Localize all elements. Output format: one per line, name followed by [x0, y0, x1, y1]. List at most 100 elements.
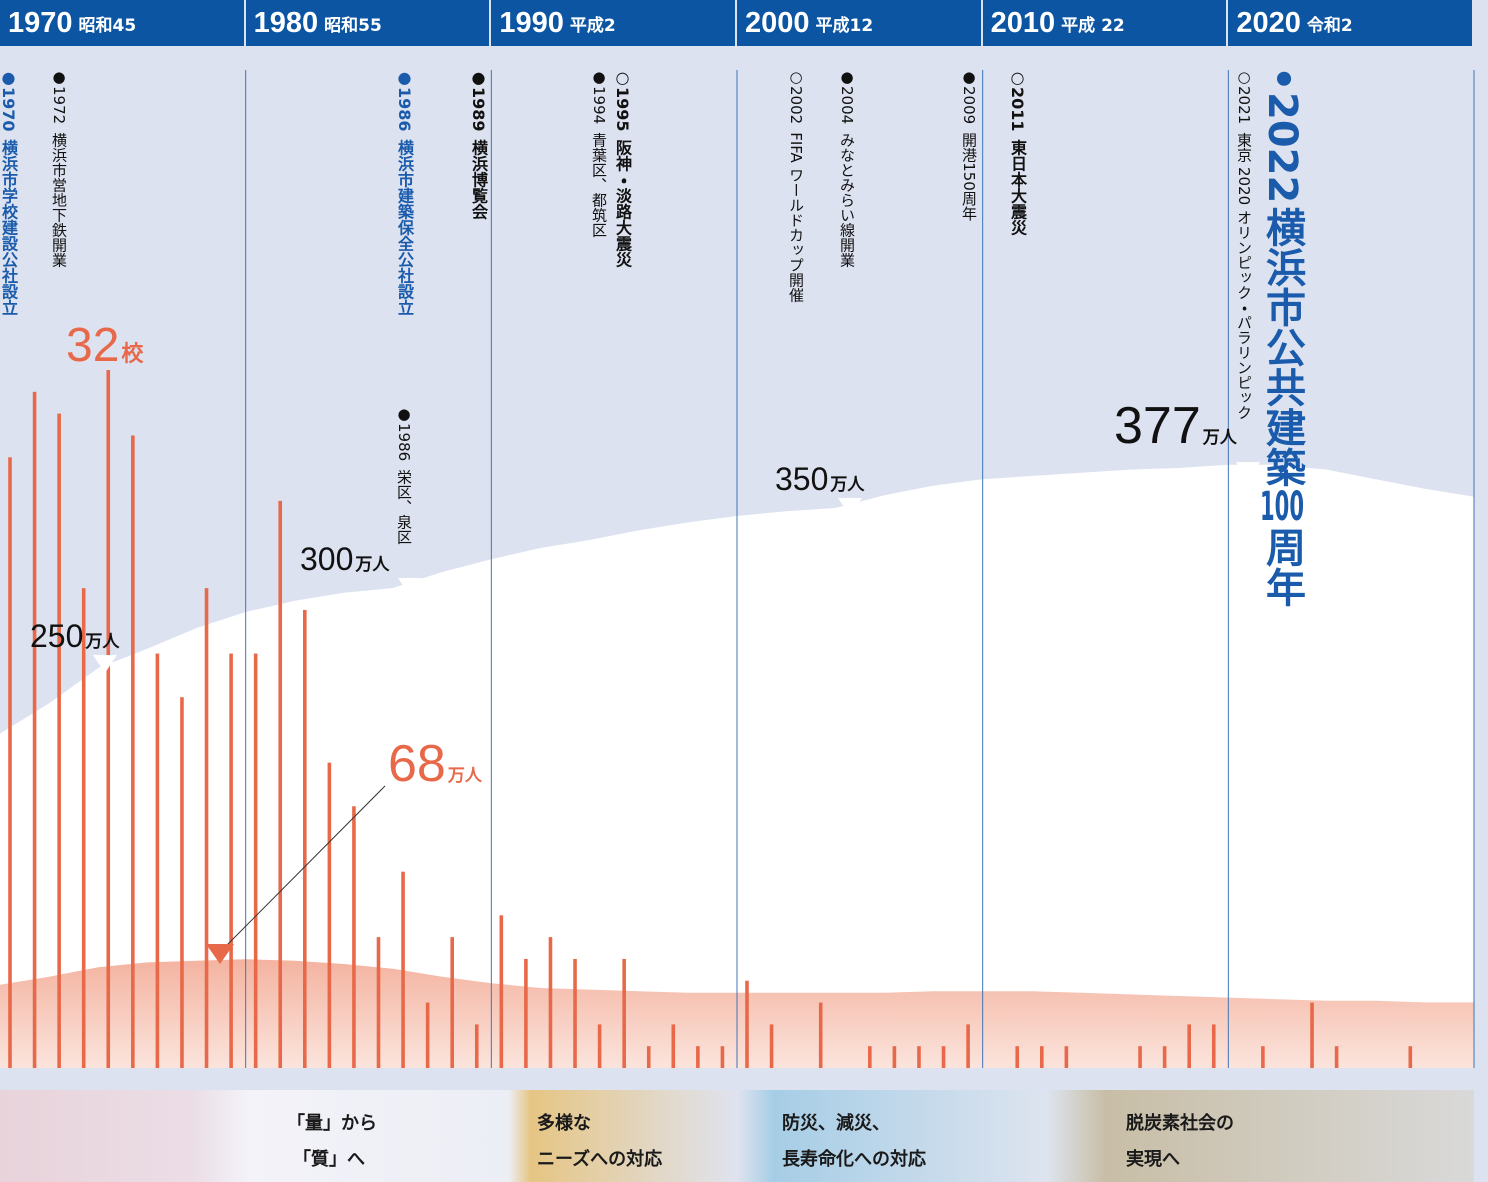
annotation-unit: 万人 — [1202, 428, 1237, 448]
bar — [646, 1046, 651, 1068]
arrow-head — [206, 944, 234, 964]
annotation-unit: 万人 — [830, 475, 865, 495]
bar — [1015, 1046, 1020, 1068]
event-text: みなとみらい線開業 — [838, 132, 856, 268]
event-mark: ● — [838, 68, 856, 86]
bar — [106, 370, 111, 1068]
event: ●1986 栄区、泉区 — [395, 405, 413, 544]
phase: 多様な ニーズへの対応 — [537, 1106, 662, 1178]
event-year: 2021 — [1235, 86, 1253, 125]
event-mark: ● — [960, 68, 978, 86]
era-label: 平成 22 — [1061, 15, 1125, 36]
bar — [720, 1046, 725, 1068]
event-text: 横浜市営地下鉄開業 — [50, 132, 68, 268]
bar — [1211, 1024, 1216, 1068]
phase: 脱炭素社会の 実現へ — [1126, 1106, 1234, 1178]
bar — [474, 1024, 479, 1068]
phase-line: 実現へ — [1126, 1149, 1180, 1170]
decade-label: 1970 — [8, 6, 73, 39]
annotation-number: 300 — [300, 541, 354, 577]
event-year: 2022 — [1259, 91, 1305, 203]
annotation-number: 250 — [30, 618, 84, 654]
bar — [204, 588, 209, 1068]
bar — [868, 1046, 872, 1068]
bar — [745, 980, 749, 1068]
event-mark: ● — [0, 68, 18, 87]
decade-label: 2010 — [990, 6, 1056, 39]
bar — [450, 937, 454, 1068]
event-text: 周年 — [1259, 526, 1305, 607]
bar — [818, 1002, 823, 1068]
bar — [696, 1046, 700, 1068]
event: ●2009 開港150周年 — [960, 68, 978, 221]
event-year: 1986 — [395, 423, 413, 462]
event: ○2011 東日本大震災 — [1008, 68, 1027, 236]
phase-line: ニーズへの対応 — [537, 1149, 663, 1170]
bar — [622, 958, 626, 1068]
bar — [548, 937, 553, 1068]
decade-header: 1970 昭和45 — [0, 0, 244, 46]
decade-label: 1980 — [253, 6, 319, 39]
bar — [278, 500, 283, 1068]
bar — [401, 871, 405, 1068]
event: •2022横浜市公共建築100周年 — [1259, 66, 1305, 607]
event-year: 2002 — [787, 86, 805, 125]
bar — [327, 762, 332, 1068]
decade-label: 1990 — [499, 6, 564, 39]
annotation: 32校 — [66, 322, 143, 370]
event-mark: ● — [395, 405, 413, 423]
bar — [32, 391, 37, 1068]
event: ●1970 横浜市学校建設公社設立 — [0, 68, 18, 316]
phase-line: 防災、減災、 — [782, 1113, 890, 1134]
decade-header: 1990 平成2 — [491, 0, 735, 46]
event: ●1989 横浜博覧会 — [469, 68, 488, 220]
event-text: FIFA ワールドカップ開催 — [787, 132, 805, 303]
phase-band — [0, 1090, 1474, 1182]
bar — [499, 915, 504, 1068]
annotation: 300 万人 — [300, 543, 389, 575]
event: ●1986 横浜市建築保全公社設立 — [395, 68, 414, 316]
bar — [573, 958, 577, 1068]
bar — [1064, 1046, 1069, 1068]
annotation: 377 万人 — [1114, 400, 1237, 452]
bar — [1261, 1046, 1265, 1068]
bar — [917, 1046, 921, 1068]
bar — [1310, 1002, 1314, 1068]
phase: 防災、減災、 長寿命化への対応 — [782, 1106, 926, 1178]
event-text: 横浜博覧会 — [469, 139, 488, 220]
event: ●2004 みなとみらい線開業 — [838, 68, 856, 268]
event-text: 開港150周年 — [960, 132, 978, 221]
arrow-line — [223, 785, 386, 949]
event-text: 東日本大震災 — [1008, 139, 1027, 236]
bar — [303, 609, 307, 1068]
bar — [376, 937, 381, 1068]
event-number: 100 — [1260, 486, 1304, 527]
bar — [155, 653, 160, 1068]
decade-header: 2010 平成 22 — [982, 0, 1227, 46]
bar — [352, 806, 356, 1068]
event-year: 2004 — [838, 86, 856, 125]
bar — [1408, 1046, 1413, 1068]
bar — [425, 1002, 430, 1068]
marker — [93, 655, 117, 673]
event-text: 横浜市公共建築 — [1259, 206, 1305, 487]
phase: 「量」から 「質」へ — [287, 1106, 377, 1178]
bar — [229, 653, 233, 1068]
decade-header: 2020 令和2 — [1228, 0, 1472, 46]
event-mark: ○ — [613, 68, 632, 87]
phase-line: 脱炭素社会の — [1126, 1113, 1234, 1134]
bar — [57, 413, 61, 1068]
event-text: 阪神・淡路大震災 — [613, 139, 632, 268]
event-mark: • — [1259, 66, 1305, 92]
marker — [838, 498, 862, 516]
event-year: 1972 — [50, 86, 68, 125]
bar — [941, 1046, 946, 1068]
event-year: 2011 — [1008, 87, 1027, 132]
era-label: 平成12 — [815, 15, 874, 36]
bar — [892, 1046, 897, 1068]
bar — [131, 435, 135, 1068]
annotation-number: 68 — [388, 735, 446, 793]
marker — [1236, 462, 1260, 480]
